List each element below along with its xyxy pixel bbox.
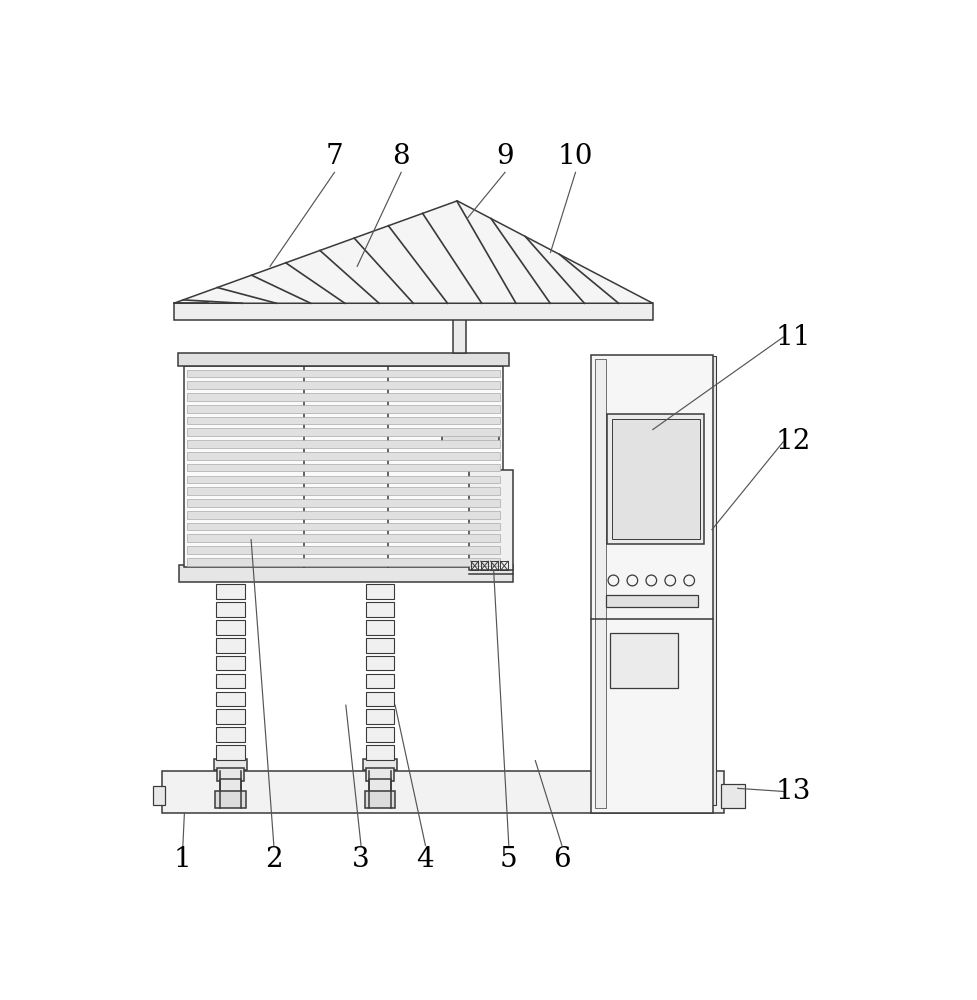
Bar: [188, 534, 499, 542]
Text: 9: 9: [495, 143, 513, 170]
Bar: [220, 779, 241, 793]
Bar: [442, 435, 498, 447]
Bar: [365, 745, 394, 760]
Bar: [365, 727, 394, 742]
Bar: [365, 674, 394, 688]
Bar: [612, 419, 700, 539]
Bar: [216, 584, 245, 599]
Text: 2: 2: [265, 846, 282, 873]
Bar: [471, 561, 478, 570]
Bar: [365, 692, 394, 706]
Bar: [216, 727, 245, 742]
Bar: [216, 602, 245, 617]
Bar: [188, 511, 499, 519]
Bar: [365, 709, 394, 724]
Bar: [481, 561, 488, 570]
Bar: [469, 470, 513, 570]
Bar: [595, 359, 605, 808]
Bar: [188, 370, 499, 377]
Text: 8: 8: [392, 143, 409, 170]
Polygon shape: [174, 201, 653, 303]
Bar: [365, 602, 394, 617]
Text: 13: 13: [775, 778, 810, 805]
Text: 10: 10: [557, 143, 593, 170]
Bar: [188, 440, 499, 448]
Bar: [188, 558, 499, 566]
Bar: [178, 353, 508, 366]
Bar: [216, 638, 245, 653]
Text: 6: 6: [552, 846, 571, 873]
Bar: [217, 768, 244, 781]
Bar: [216, 620, 245, 635]
Bar: [188, 393, 499, 401]
Bar: [607, 414, 703, 544]
Bar: [369, 779, 390, 793]
Bar: [720, 784, 744, 808]
Text: 4: 4: [416, 846, 434, 873]
Bar: [366, 768, 393, 781]
Bar: [188, 405, 499, 413]
Bar: [452, 303, 466, 353]
Bar: [365, 656, 394, 670]
Bar: [161, 771, 723, 813]
Bar: [185, 366, 502, 567]
Bar: [152, 786, 164, 805]
Bar: [216, 656, 245, 670]
Bar: [188, 523, 499, 530]
Bar: [216, 692, 245, 706]
Bar: [362, 759, 397, 770]
Bar: [365, 638, 394, 653]
Bar: [590, 355, 712, 813]
Bar: [188, 417, 499, 424]
Bar: [609, 633, 677, 688]
Bar: [188, 546, 499, 554]
Text: 12: 12: [775, 428, 810, 455]
Text: 11: 11: [775, 324, 810, 351]
Bar: [174, 303, 652, 320]
Bar: [179, 565, 512, 582]
Bar: [188, 428, 499, 436]
Bar: [214, 759, 247, 770]
Bar: [188, 452, 499, 460]
Bar: [364, 791, 395, 808]
Bar: [365, 620, 394, 635]
Bar: [188, 464, 499, 471]
Bar: [188, 499, 499, 507]
Bar: [188, 381, 499, 389]
Bar: [490, 561, 497, 570]
Bar: [703, 356, 716, 805]
Bar: [215, 791, 245, 808]
Bar: [500, 561, 507, 570]
Bar: [216, 674, 245, 688]
Text: 5: 5: [499, 846, 517, 873]
Bar: [216, 745, 245, 760]
Text: 7: 7: [325, 143, 343, 170]
Text: 3: 3: [352, 846, 369, 873]
Bar: [188, 476, 499, 483]
Bar: [216, 709, 245, 724]
Bar: [188, 487, 499, 495]
Bar: [605, 595, 698, 607]
Bar: [365, 584, 394, 599]
Text: 1: 1: [174, 846, 191, 873]
